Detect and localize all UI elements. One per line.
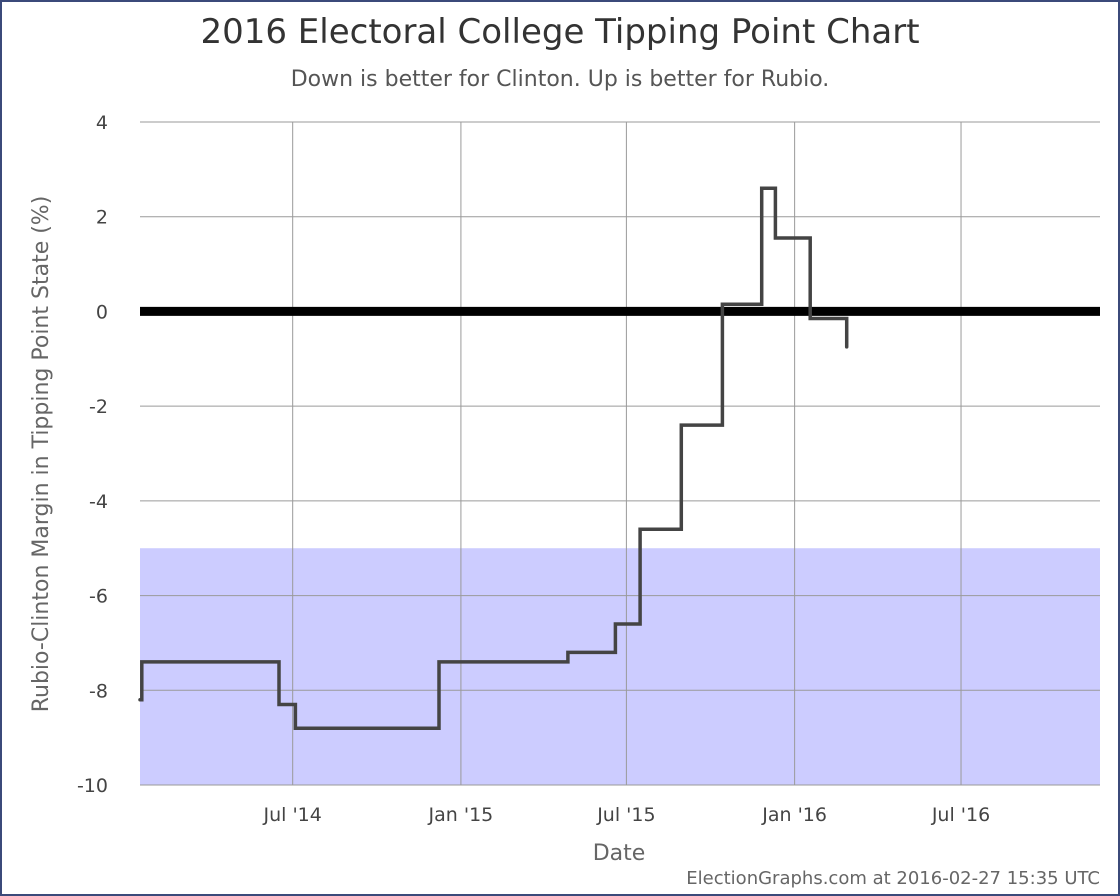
y-tick-label: -6 bbox=[89, 586, 108, 608]
y-tick-label: 0 bbox=[96, 301, 108, 323]
x-tick-label: Jul '16 bbox=[931, 804, 990, 826]
y-tick-label: -2 bbox=[89, 396, 108, 418]
x-tick-label: Jul '14 bbox=[262, 804, 321, 826]
shaded-band bbox=[140, 548, 1100, 785]
credit-text: ElectionGraphs.com at 2016-02-27 15:35 U… bbox=[686, 868, 1100, 889]
y-tick-label: -8 bbox=[89, 680, 108, 702]
y-tick-label: 4 bbox=[96, 112, 108, 134]
chart-title: 2016 Electoral College Tipping Point Cha… bbox=[200, 12, 920, 52]
x-tick-label: Jul '15 bbox=[596, 804, 655, 826]
y-tick-label: -10 bbox=[77, 775, 108, 797]
x-tick-label: Jan '15 bbox=[428, 804, 494, 826]
chart-subtitle: Down is better for Clinton. Up is better… bbox=[290, 67, 830, 92]
series-line bbox=[138, 186, 849, 730]
x-tick-label: Jan '16 bbox=[761, 804, 827, 826]
y-axis-title: Rubio-Clinton Margin in Tipping Point St… bbox=[29, 196, 54, 713]
x-axis-title: Date bbox=[593, 841, 646, 866]
y-tick-label: -4 bbox=[89, 491, 108, 513]
y-tick-label: 2 bbox=[96, 207, 108, 229]
